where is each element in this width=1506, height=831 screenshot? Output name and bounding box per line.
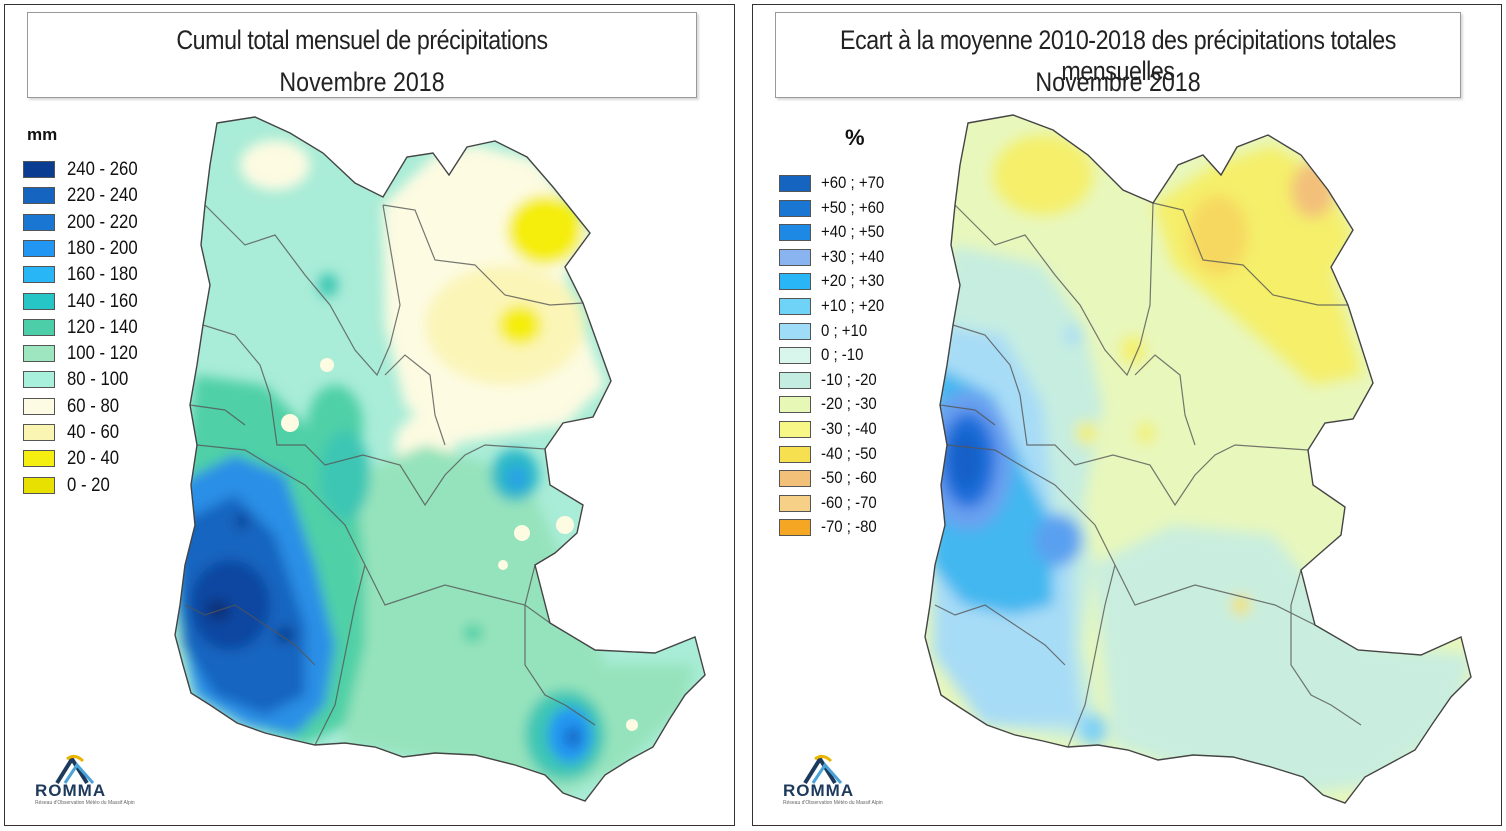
legend-label: 20 - 40 (67, 448, 120, 470)
legend-unit: mm (27, 125, 58, 144)
romma-logo: ROMMA Réseau d'Observation Météo du Mass… (29, 753, 139, 813)
legend-swatch (23, 266, 55, 284)
legend-label: +50 ; +60 (821, 197, 885, 217)
legend-label: 40 - 60 (67, 422, 120, 443)
legend-swatch (779, 347, 811, 365)
legend-swatch (779, 273, 811, 291)
legend-label: 0 ; -10 (821, 345, 864, 365)
precipitation-total-map-panel: Cumul total mensuel de précipitations No… (4, 4, 735, 826)
legend-label: -50 ; -60 (821, 468, 877, 488)
left-map-title-box: Cumul total mensuel de précipitations No… (27, 12, 697, 98)
legend-swatch (779, 470, 811, 488)
right-map-title: Ecart à la moyenne 2010-2018 des précipi… (840, 25, 1396, 86)
legend-label: +60 ; +70 (821, 173, 885, 192)
logo-text: ROMMA (35, 781, 107, 800)
legend-label: 180 - 200 (67, 237, 138, 259)
legend-swatch (23, 239, 55, 257)
right-map-legend: % +60 ; +70 +50 ; +60 +40 ; +50 +30 ; +40 +2… (779, 125, 939, 545)
legend-swatch (779, 175, 811, 192)
legend-swatch (23, 450, 55, 468)
legend-label: 100 - 120 (67, 343, 138, 365)
legend-swatch (23, 187, 55, 205)
legend-swatch (23, 345, 55, 363)
legend-swatch (779, 519, 811, 537)
legend-label: +40 ; +50 (821, 222, 885, 242)
legend-swatch (23, 318, 55, 336)
legend-swatch (23, 476, 55, 494)
legend-label: -30 ; -40 (821, 419, 877, 438)
legend-label: 120 - 140 (67, 316, 138, 338)
left-map-date: Novembre 2018 (279, 67, 445, 97)
legend-swatch (779, 248, 811, 266)
right-map-date: Novembre 2018 (1035, 67, 1201, 97)
legend-label: 220 - 240 (67, 185, 138, 207)
logo-subtitle: Réseau d'Observation Météo du Massif Alp… (35, 800, 135, 806)
legend-label: +10 ; +20 (821, 296, 885, 315)
legend-label: 140 - 160 (67, 290, 138, 312)
legend-swatch (779, 322, 811, 340)
legend-swatch (779, 371, 811, 389)
legend-label: 200 - 220 (67, 211, 138, 233)
legend-label: 240 - 260 (67, 159, 138, 180)
romma-logo: ROMMA Réseau d'Observation Météo du Mass… (777, 753, 887, 813)
legend-swatch (779, 199, 811, 217)
legend-swatch (779, 396, 811, 414)
legend-swatch (779, 445, 811, 463)
precipitation-total-map (174, 116, 706, 802)
legend-swatch (23, 397, 55, 415)
logo-subtitle: Réseau d'Observation Météo du Massif Alp… (783, 800, 883, 806)
legend-label: -40 ; -50 (821, 443, 877, 463)
legend-label: +30 ; +40 (821, 246, 885, 266)
mountain-logo-icon (803, 754, 843, 785)
legend-label: -20 ; -30 (821, 394, 877, 414)
legend-swatch (23, 292, 55, 310)
legend-label: 0 - 20 (67, 474, 110, 496)
legend-label: 0 ; +10 (821, 320, 868, 340)
logo-text: ROMMA (783, 781, 855, 800)
legend-swatch (779, 421, 811, 438)
legend-label: -70 ; -80 (821, 517, 877, 537)
left-map-legend: mm 240 - 260 220 - 240 200 - 220 180 - 200 1… (23, 125, 183, 505)
legend-label: -10 ; -20 (821, 369, 877, 389)
legend-label: -60 ; -70 (821, 492, 877, 512)
legend-label: 80 - 100 (67, 369, 129, 391)
precipitation-anomaly-map (924, 114, 1472, 804)
legend-swatch (23, 371, 55, 389)
legend-unit: % (845, 125, 865, 150)
legend-swatch (23, 424, 55, 441)
legend-swatch (779, 298, 811, 315)
right-map-title-box: Ecart à la moyenne 2010-2018 des précipi… (775, 12, 1461, 98)
precipitation-anomaly-map-panel: Ecart à la moyenne 2010-2018 des précipi… (752, 4, 1502, 826)
legend-label: +20 ; +30 (821, 271, 885, 291)
left-map-title: Cumul total mensuel de précipitations (176, 25, 548, 55)
legend-swatch (23, 213, 55, 231)
legend-label: 160 - 180 (67, 264, 138, 286)
legend-swatch (779, 224, 811, 242)
mountain-logo-icon (55, 754, 95, 785)
legend-swatch (23, 161, 55, 178)
legend-label: 60 - 80 (67, 395, 120, 417)
legend-swatch (779, 494, 811, 512)
